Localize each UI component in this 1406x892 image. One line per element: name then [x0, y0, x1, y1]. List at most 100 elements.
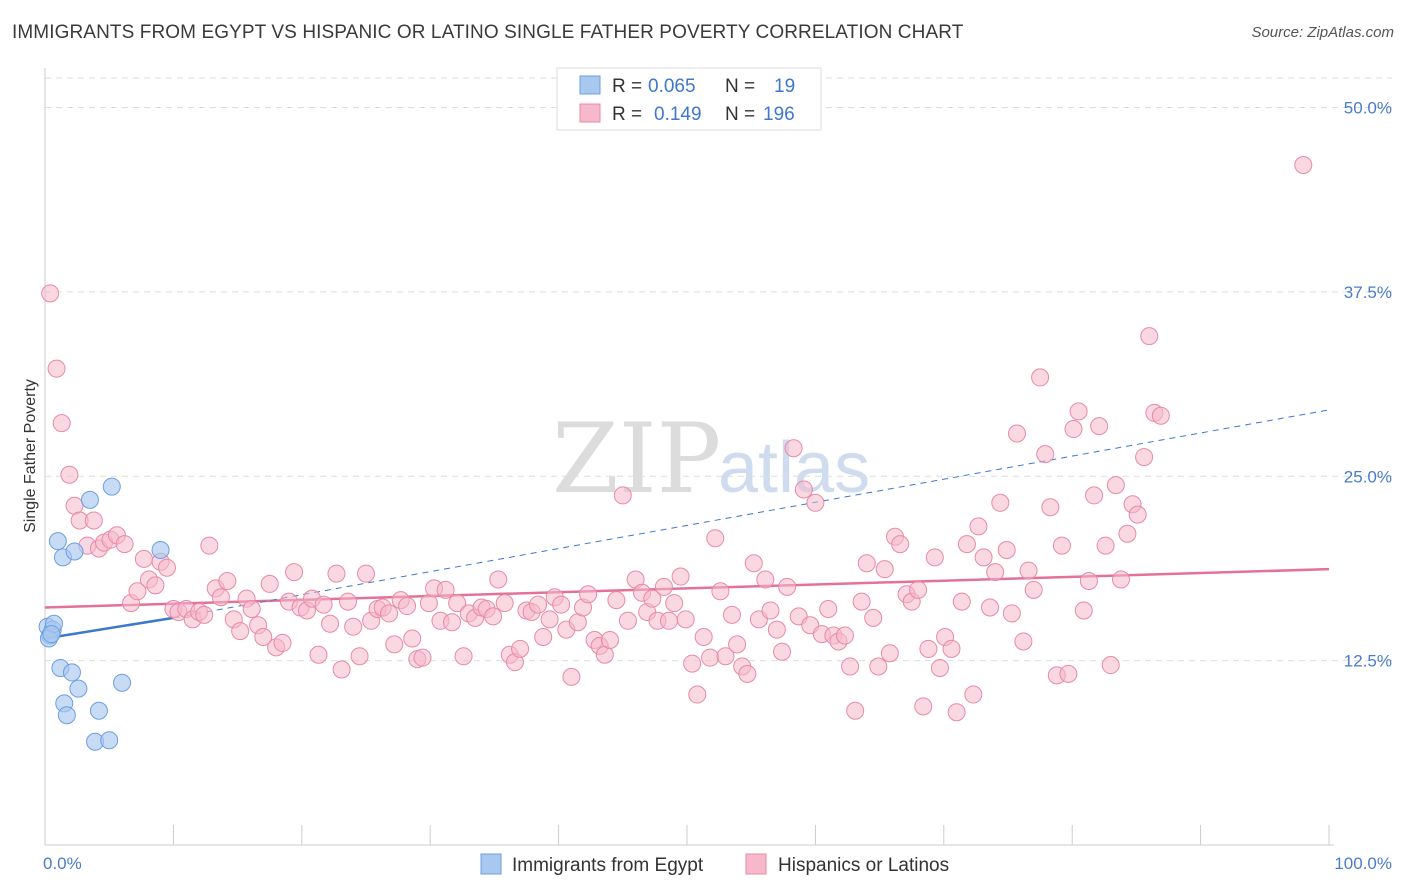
hispanic-point-12: [115, 535, 134, 554]
legend-blue-r-value: 0.065: [648, 76, 696, 97]
hispanic-point-17: [146, 576, 165, 595]
hispanic-point-26: [200, 536, 219, 555]
hispanic-point-105: [660, 611, 679, 630]
hispanic-point-124: [767, 620, 786, 639]
egypt-point-6: [48, 532, 67, 551]
hispanic-point-2: [52, 414, 71, 433]
hispanic-point-0: [41, 284, 60, 303]
hispanic-point-33: [242, 600, 261, 618]
hispanic-point-146: [891, 535, 910, 554]
hispanic-point-84: [540, 610, 559, 629]
hispanic-point-187: [1118, 524, 1137, 543]
hispanic-point-185: [1106, 476, 1125, 495]
hispanic-point-194: [1294, 156, 1313, 175]
hispanic-point-186: [1111, 570, 1130, 589]
hispanic-point-107: [671, 567, 690, 586]
hispanic-point-28: [211, 588, 230, 607]
hispanic-point-97: [613, 486, 632, 505]
hispanic-point-126: [778, 577, 797, 596]
egypt-point-10: [102, 477, 121, 496]
hispanic-point-173: [1041, 498, 1060, 517]
watermark-zip: ZIP: [552, 403, 721, 515]
hispanic-point-31: [231, 622, 250, 641]
hispanic-point-164: [991, 493, 1010, 512]
hispanic-point-59: [398, 597, 417, 616]
legend-blue-r-label: R =: [612, 76, 642, 97]
hispanic-point-144: [880, 644, 899, 663]
legend-blue-n-value: 19: [774, 76, 795, 97]
hispanic-point-168: [1014, 632, 1033, 651]
legend-pink-n-label: N =: [725, 104, 755, 125]
hispanic-point-166: [1002, 604, 1021, 623]
hispanic-point-170: [1024, 580, 1043, 599]
hispanic-point-169: [1019, 561, 1038, 580]
hispanic-point-60: [403, 629, 422, 648]
hispanic-point-69: [454, 647, 473, 666]
hispanic-point-104: [654, 577, 673, 596]
hispanic-point-75: [489, 570, 508, 589]
y-tick-label-2: 37.5%: [1344, 283, 1392, 302]
hispanic-point-35: [254, 628, 273, 647]
axes: [44, 68, 1334, 846]
hispanic-point-25: [195, 605, 214, 624]
hispanic-point-108: [676, 610, 695, 629]
hispanic-point-120: [744, 554, 763, 573]
hispanic-point-193: [1151, 406, 1170, 425]
hispanic-point-48: [332, 660, 351, 679]
legend-blue-n-label: N =: [725, 76, 755, 97]
hispanic-point-52: [357, 564, 375, 583]
hispanic-point-165: [997, 541, 1016, 559]
hispanic-point-155: [942, 639, 961, 658]
egypt-point-13: [62, 663, 81, 682]
bottom-legend-hispanic-label: Hispanics or Latinos: [778, 855, 949, 876]
hispanic-point-153: [930, 659, 949, 677]
chart-title: IMMIGRANTS FROM EGYPT VS HISPANIC OR LAT…: [12, 22, 964, 43]
hispanic-point-171: [1031, 368, 1050, 387]
hispanic-point-157: [952, 592, 971, 611]
egypt-point-18: [113, 673, 132, 692]
hispanic-point-49: [339, 592, 358, 611]
hispanic-point-38: [273, 633, 292, 652]
egypt-point-9: [80, 490, 99, 509]
hispanic-point-14: [128, 582, 147, 601]
hispanic-point-83: [534, 628, 553, 647]
hispanic-point-180: [1079, 571, 1098, 590]
hispanic-point-129: [794, 480, 813, 499]
hispanic-point-109: [683, 654, 702, 673]
hispanic-point-82: [529, 595, 548, 614]
hispanic-point-191: [1140, 327, 1159, 346]
hispanic-point-139: [852, 592, 871, 611]
hispanic-point-137: [841, 657, 860, 676]
hispanic-point-47: [327, 564, 346, 583]
hispanic-point-50: [344, 617, 363, 636]
hispanic-point-184: [1101, 656, 1120, 675]
x-tick-labels: 0.0% 100.0%: [43, 854, 1392, 873]
hispanic-point-102: [643, 589, 662, 608]
hispanic-point-189: [1128, 505, 1147, 524]
hispanic-point-181: [1085, 486, 1104, 505]
hispanic-point-98: [618, 611, 637, 630]
series-legend: Immigrants from Egypt Hispanics or Latin…: [480, 853, 949, 876]
bottom-legend-egypt-label: Immigrants from Egypt: [512, 855, 704, 876]
y-tick-label-1: 25.0%: [1344, 467, 1392, 486]
hispanic-point-57: [385, 635, 404, 654]
hispanic-point-175: [1052, 536, 1071, 555]
hispanic-point-161: [974, 548, 993, 567]
y-tick-label-3: 50.0%: [1344, 99, 1392, 118]
hispanic-point-7: [84, 511, 103, 530]
chart-source: Source: ZipAtlas.com: [1251, 24, 1394, 41]
hispanic-point-114: [711, 582, 730, 601]
legend-blue-swatch: [579, 75, 601, 95]
hispanic-point-141: [864, 608, 883, 627]
hispanic-point-40: [285, 563, 304, 582]
hispanic-point-158: [957, 535, 976, 554]
hispanic-point-66: [436, 580, 455, 599]
hispanic-point-29: [218, 571, 237, 590]
hispanic-point-95: [600, 630, 619, 649]
x-tick-label-0: 0.0%: [43, 854, 82, 873]
hispanic-point-163: [986, 563, 1005, 582]
hispanic-point-106: [665, 594, 684, 613]
hispanic-point-178: [1069, 402, 1088, 421]
stats-legend-box: [556, 67, 822, 131]
hispanic-point-19: [157, 558, 176, 577]
